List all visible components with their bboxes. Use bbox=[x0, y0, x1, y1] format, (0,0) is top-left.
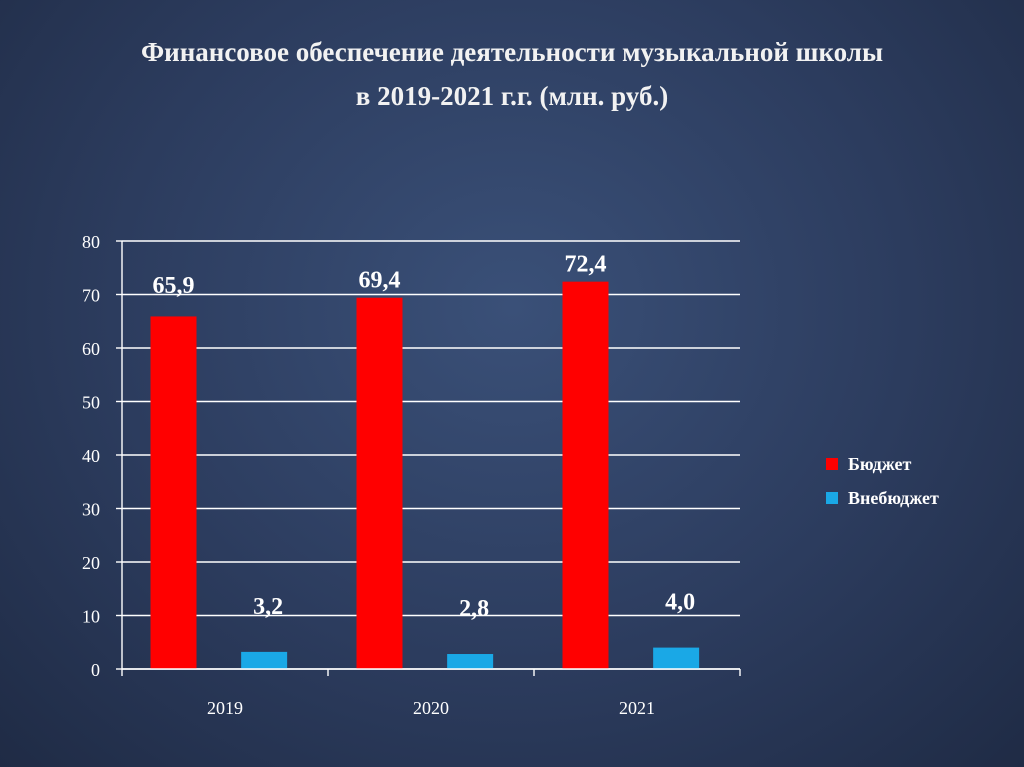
data-label-budget-2019: 65,9 bbox=[153, 273, 195, 299]
y-tick-label: 10 bbox=[82, 607, 100, 627]
data-label-extra-budget-2019: 3,2 bbox=[253, 594, 283, 620]
legend-swatch-extra-budget bbox=[826, 492, 838, 504]
y-tick-label: 40 bbox=[82, 446, 100, 466]
y-tick-label: 20 bbox=[82, 553, 100, 573]
title-line-1: Финансовое обеспечение деятельности музы… bbox=[140, 37, 884, 67]
legend-label-extra-budget: Внебюджет bbox=[848, 487, 939, 508]
chart-title: Финансовое обеспечение деятельности музы… bbox=[0, 30, 1024, 118]
legend-swatch-budget bbox=[826, 458, 838, 470]
bar-budget-2020 bbox=[356, 297, 403, 669]
y-tick-label: 50 bbox=[82, 393, 100, 413]
legend: Бюджет Внебюджет bbox=[826, 447, 939, 515]
y-tick-label: 80 bbox=[82, 232, 100, 252]
bar-extra-budget-2021 bbox=[653, 647, 700, 669]
data-label-extra-budget-2021: 4,0 bbox=[665, 590, 695, 616]
data-label-extra-budget-2020: 2,8 bbox=[459, 596, 489, 622]
y-tick-label: 0 bbox=[91, 660, 100, 680]
bar-budget-2019 bbox=[150, 316, 197, 669]
y-tick-label: 30 bbox=[82, 500, 100, 520]
x-tick-label-2019: 2019 bbox=[207, 698, 243, 718]
bar-budget-2021 bbox=[562, 281, 609, 669]
bar-extra-budget-2019 bbox=[241, 651, 288, 669]
legend-item-extra-budget: Внебюджет bbox=[826, 481, 939, 515]
legend-item-budget: Бюджет bbox=[826, 447, 939, 481]
legend-label-budget: Бюджет bbox=[848, 453, 912, 474]
x-tick-label-2021: 2021 bbox=[619, 698, 655, 718]
x-tick-label-2020: 2020 bbox=[413, 698, 449, 718]
data-label-budget-2021: 72,4 bbox=[565, 252, 607, 278]
y-tick-label: 60 bbox=[82, 339, 100, 359]
bar-extra-budget-2020 bbox=[447, 654, 494, 669]
title-line-2: в 2019-2021 г.г. (млн. руб.) bbox=[355, 81, 669, 111]
y-tick-label: 70 bbox=[82, 286, 100, 306]
data-label-budget-2020: 69,4 bbox=[359, 268, 401, 294]
